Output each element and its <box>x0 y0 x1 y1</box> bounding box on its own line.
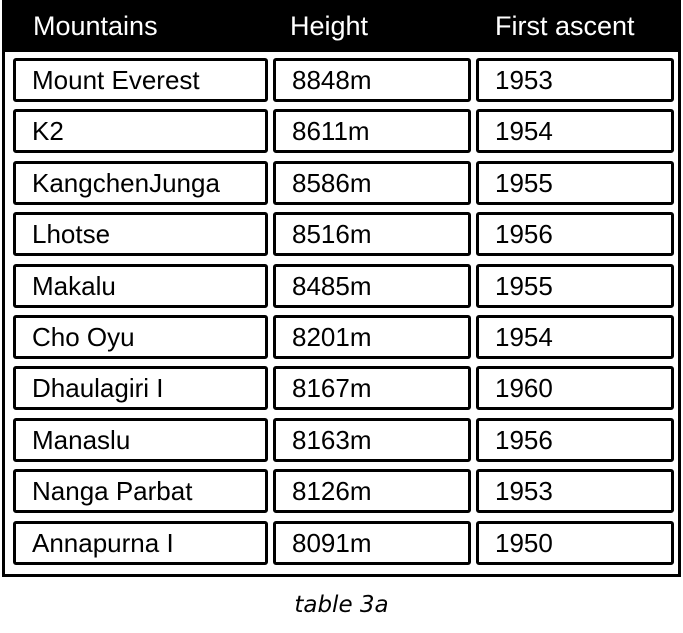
table-row: Mount Everest 8848m 1953 <box>5 58 678 102</box>
cell-mountain: Dhaulagiri I <box>13 366 268 411</box>
cell-first-ascent: 1954 <box>476 315 674 359</box>
cell-mountain: Lhotse <box>13 212 268 257</box>
cell-first-ascent: 1954 <box>476 109 674 154</box>
cell-height: 8485m <box>273 263 471 308</box>
table-row: Cho Oyu 8201m 1954 <box>5 315 678 359</box>
cell-height: 8167m <box>273 366 471 411</box>
cell-height: 8126m <box>273 469 471 514</box>
cell-mountain: Nanga Parbat <box>13 469 268 514</box>
header-first-ascent: First ascent <box>495 11 635 41</box>
table-row: Lhotse 8516m 1956 <box>5 212 678 257</box>
cell-height: 8163m <box>273 417 471 462</box>
cell-height: 8516m <box>273 212 471 257</box>
table-row: Makalu 8485m 1955 <box>5 263 678 308</box>
cell-mountain: KangchenJunga <box>13 160 268 205</box>
table-row: K2 8611m 1954 <box>5 109 678 154</box>
cell-first-ascent: 1956 <box>476 212 674 257</box>
cell-first-ascent: 1955 <box>476 263 674 308</box>
cell-first-ascent: 1953 <box>476 58 674 102</box>
cell-height: 8201m <box>273 315 471 359</box>
cell-first-ascent: 1953 <box>476 469 674 514</box>
cell-first-ascent: 1950 <box>476 520 674 565</box>
table-row: Dhaulagiri I 8167m 1960 <box>5 366 678 411</box>
cell-height: 8848m <box>273 58 471 102</box>
cell-mountain: K2 <box>13 109 268 154</box>
cell-mountain: Makalu <box>13 263 268 308</box>
mountains-table: Mountains Height First ascent Mount Ever… <box>2 0 681 577</box>
cell-first-ascent: 1956 <box>476 417 674 462</box>
header-height: Height <box>290 11 369 41</box>
cell-height: 8586m <box>273 160 471 205</box>
cell-height: 8091m <box>273 520 471 565</box>
cell-mountain: Manaslu <box>13 417 268 462</box>
cell-height: 8611m <box>273 109 471 154</box>
table-row: Manaslu 8163m 1956 <box>5 417 678 462</box>
table-header: Mountains Height First ascent <box>5 0 678 52</box>
cell-mountain: Cho Oyu <box>13 315 268 359</box>
table-caption: table 3a <box>294 592 389 618</box>
cell-mountain: Annapurna I <box>13 520 268 565</box>
header-mountains: Mountains <box>33 11 158 41</box>
cell-first-ascent: 1960 <box>476 366 674 411</box>
table-row: Annapurna I 8091m 1950 <box>5 520 678 565</box>
cell-first-ascent: 1955 <box>476 160 674 205</box>
cell-mountain: Mount Everest <box>13 58 268 102</box>
table-row: KangchenJunga 8586m 1955 <box>5 160 678 205</box>
table-row: Nanga Parbat 8126m 1953 <box>5 469 678 514</box>
